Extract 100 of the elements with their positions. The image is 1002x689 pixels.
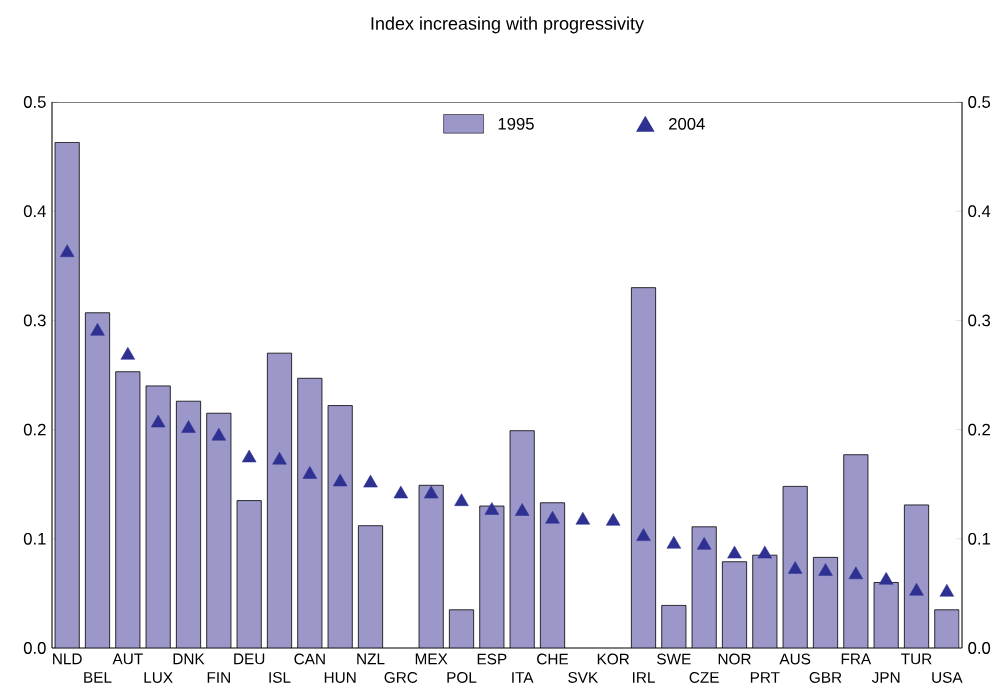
bar bbox=[328, 405, 353, 648]
x-tick-label: POL bbox=[447, 672, 477, 683]
x-tick-label: LUX bbox=[144, 672, 173, 683]
y2-tick-label: 0.4 bbox=[968, 205, 991, 218]
legend-label: 1995 bbox=[498, 117, 534, 130]
point bbox=[939, 584, 955, 597]
y-tick-label: 0.3 bbox=[23, 314, 46, 327]
bar bbox=[783, 486, 808, 648]
bar bbox=[297, 378, 322, 648]
bar bbox=[358, 525, 383, 648]
point bbox=[848, 566, 864, 580]
point bbox=[696, 537, 712, 550]
x-tick-label: BEL bbox=[84, 672, 112, 683]
bar bbox=[813, 557, 838, 648]
x-tick-label: FRA bbox=[841, 653, 872, 665]
point bbox=[575, 511, 591, 525]
bar bbox=[934, 609, 960, 648]
bar bbox=[722, 561, 747, 648]
bar bbox=[206, 413, 231, 648]
point bbox=[150, 414, 166, 428]
x-tick-label: CZE bbox=[689, 672, 719, 683]
legend-label: 2004 bbox=[669, 117, 705, 130]
x-tick-label: NZL bbox=[357, 653, 385, 665]
point bbox=[909, 582, 924, 596]
x-tick-label: AUS bbox=[779, 653, 811, 665]
point bbox=[727, 545, 742, 559]
point bbox=[757, 545, 773, 559]
bar bbox=[692, 526, 717, 648]
x-tick-label: FIN bbox=[207, 672, 230, 683]
y2-tick-label: 0.0 bbox=[968, 642, 991, 654]
y-tick-label: 0.2 bbox=[23, 423, 46, 436]
x-tick-label: JPN bbox=[871, 672, 900, 683]
x-tick-label: KOR bbox=[597, 653, 630, 665]
x-tick-label: GRC bbox=[384, 672, 418, 683]
bar bbox=[55, 142, 80, 648]
bar bbox=[540, 502, 565, 648]
point bbox=[302, 466, 318, 479]
y-tick-label: 0.4 bbox=[23, 205, 46, 218]
point bbox=[241, 449, 257, 463]
y2-tick-label: 0.5 bbox=[968, 96, 991, 108]
point bbox=[454, 493, 469, 506]
point bbox=[545, 510, 560, 524]
point bbox=[211, 427, 227, 441]
x-tick-label: NLD bbox=[53, 653, 82, 665]
bar bbox=[479, 506, 504, 648]
point bbox=[878, 572, 894, 585]
point bbox=[181, 420, 196, 433]
bar bbox=[874, 582, 899, 648]
x-tick-label: CAN bbox=[294, 653, 325, 665]
x-tick-label: DNK bbox=[173, 653, 205, 665]
x-tick-label: SWE bbox=[657, 653, 691, 665]
bar bbox=[661, 605, 686, 648]
x-tick-label: SVK bbox=[568, 672, 599, 683]
bar bbox=[176, 401, 201, 648]
x-tick-label: DEU bbox=[234, 653, 265, 665]
x-tick-label: GBR bbox=[809, 672, 842, 683]
point bbox=[514, 503, 530, 516]
x-tick-label: USA bbox=[932, 672, 963, 683]
x-tick-label: ISL bbox=[269, 672, 291, 683]
point bbox=[363, 474, 378, 488]
y2-tick-label: 0.2 bbox=[968, 423, 990, 436]
x-tick-label: ITA bbox=[512, 672, 534, 683]
x-tick-label: AUT bbox=[112, 653, 143, 665]
point bbox=[666, 535, 682, 549]
bar bbox=[631, 287, 656, 648]
y-tick-label: 0.1 bbox=[23, 532, 46, 545]
x-tick-label: HUN bbox=[324, 672, 356, 683]
point bbox=[59, 244, 75, 257]
x-tick-label: NOR bbox=[718, 653, 751, 665]
point bbox=[272, 451, 287, 465]
bar bbox=[510, 430, 535, 648]
x-tick-label: MEX bbox=[415, 653, 448, 665]
point bbox=[332, 473, 348, 487]
y2-tick-label: 0.3 bbox=[968, 314, 991, 327]
bar bbox=[843, 454, 868, 648]
y2-tick-label: 0.1 bbox=[968, 532, 990, 545]
point bbox=[636, 528, 651, 541]
bar bbox=[904, 504, 929, 648]
x-tick-label: ESP bbox=[477, 653, 507, 665]
bar bbox=[146, 385, 171, 648]
bar bbox=[237, 500, 262, 648]
y-tick-label: 0.0 bbox=[23, 642, 46, 654]
point bbox=[484, 502, 500, 515]
point bbox=[423, 485, 439, 499]
bar bbox=[115, 371, 140, 648]
x-tick-label: IRL bbox=[633, 672, 655, 683]
x-tick-label: PRT bbox=[750, 672, 780, 683]
bar bbox=[752, 555, 777, 648]
point bbox=[818, 563, 833, 576]
point bbox=[605, 513, 621, 526]
bar bbox=[267, 353, 292, 648]
bar bbox=[419, 485, 444, 648]
x-tick-label: TUR bbox=[901, 653, 932, 665]
bar bbox=[85, 312, 110, 648]
point bbox=[120, 347, 136, 360]
bar bbox=[449, 609, 474, 648]
chart-title: Index increasing with progressivity bbox=[371, 16, 644, 34]
x-tick-label: CHE bbox=[537, 653, 569, 665]
point bbox=[393, 485, 409, 499]
point bbox=[90, 323, 105, 336]
